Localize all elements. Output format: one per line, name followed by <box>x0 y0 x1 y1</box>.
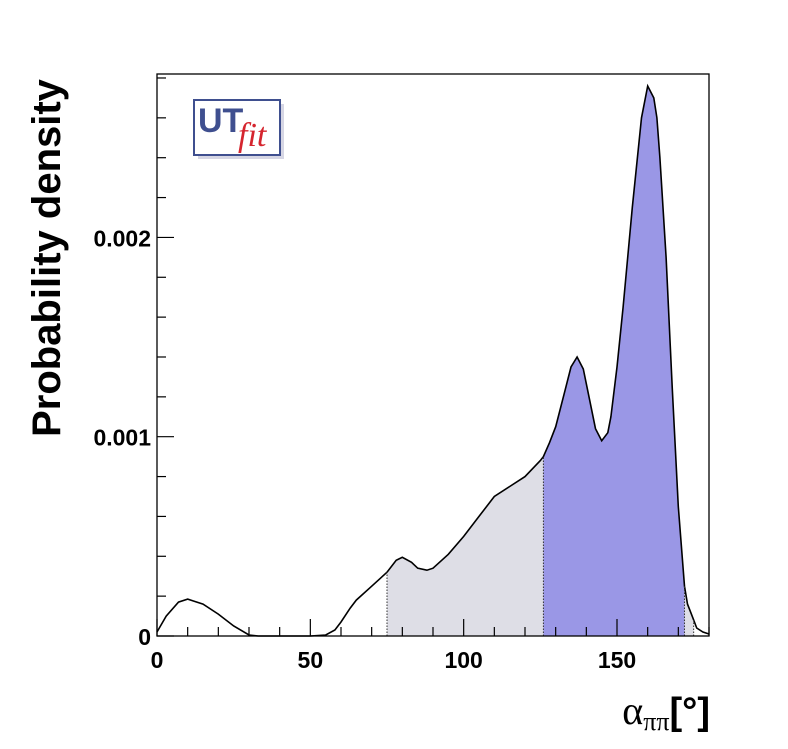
y-axis-ticks: 0 0.001 0.002 <box>93 77 174 650</box>
x-tick-label: 100 <box>444 647 482 673</box>
x-tick-label: 50 <box>298 647 324 673</box>
x-axis-label-symbol: α <box>622 688 643 733</box>
x-axis-label-unit: [°] <box>669 691 710 733</box>
y-axis-label: Probability density <box>25 78 69 437</box>
x-tick-label: 0 <box>151 647 164 673</box>
x-axis-label: αππ[°] <box>622 688 710 736</box>
x-axis-label-subscript: ππ <box>643 707 669 736</box>
utfit-logo: UT fit <box>193 99 284 159</box>
logo-fit-text: fit <box>238 117 268 154</box>
y-tick-label: 0 <box>138 624 151 650</box>
y-tick-label: 0.002 <box>93 225 151 251</box>
y-tick-label: 0.001 <box>93 425 151 451</box>
interval-fill-1 <box>543 86 685 636</box>
interval-boundaries <box>386 456 695 636</box>
logo-ut-text: UT <box>198 102 244 140</box>
confidence-intervals <box>387 86 694 636</box>
x-axis-ticks: 0 50 100 150 <box>151 619 710 673</box>
x-tick-label: 150 <box>598 647 636 673</box>
